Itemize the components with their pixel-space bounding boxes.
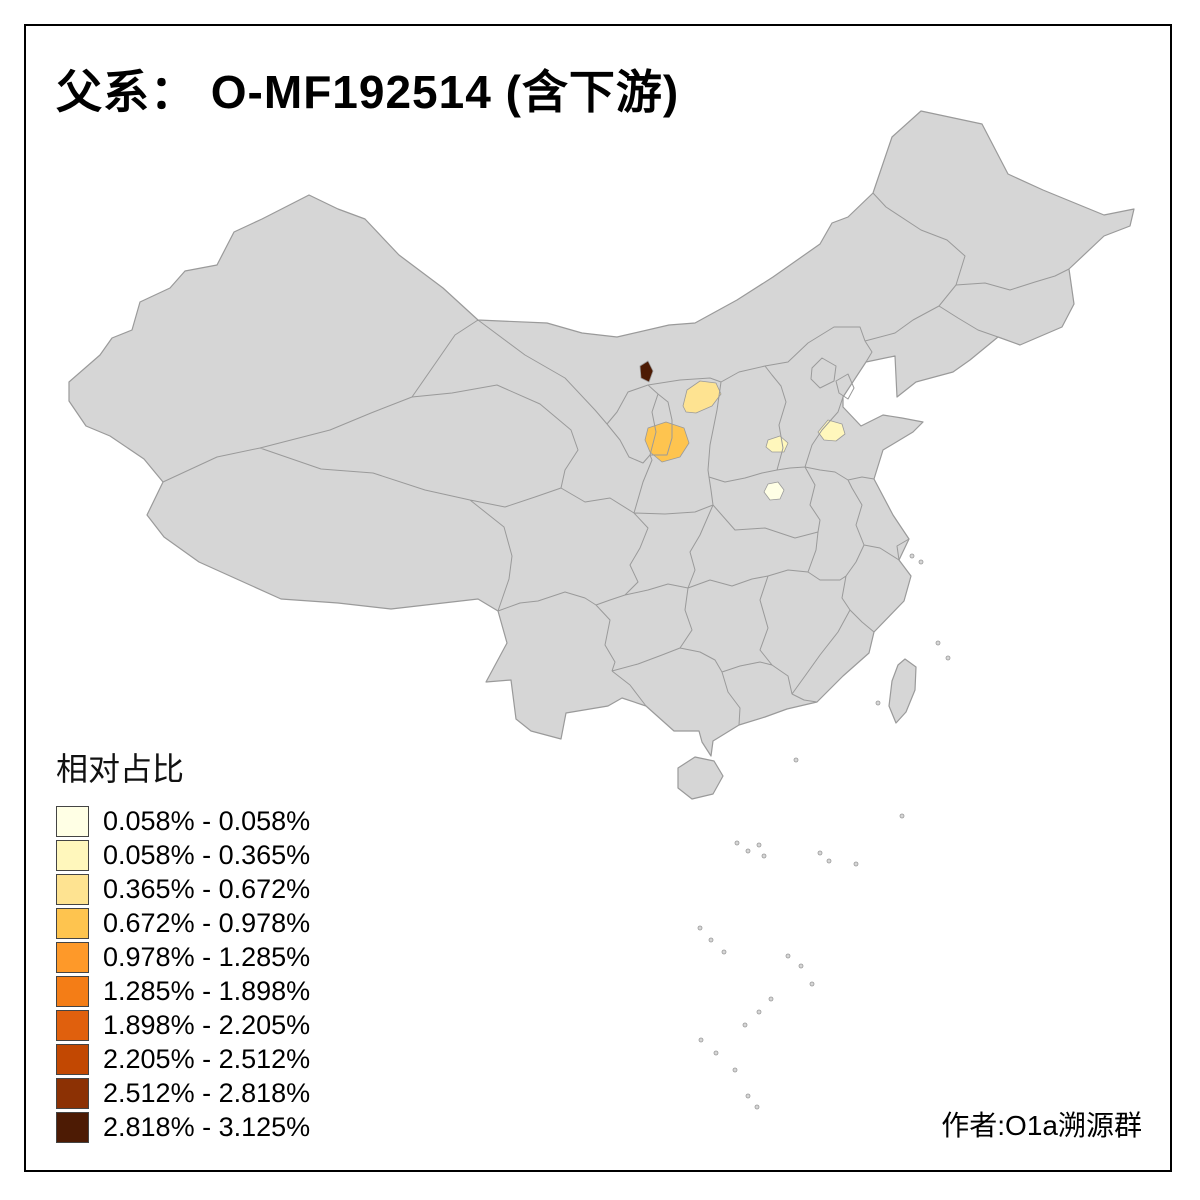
legend-range-label: 1.898% - 2.205% (103, 1010, 311, 1040)
offshore-islands (697, 553, 951, 1110)
legend-item: 2.818% - 3.125% (56, 1112, 310, 1143)
legend-range-label: 0.058% - 0.058% (103, 806, 311, 836)
province-borders (162, 192, 1070, 726)
legend-item: 0.672% - 0.978% (56, 908, 310, 939)
legend-range-label: 0.978% - 1.285% (103, 942, 311, 972)
legend-range-label: 1.285% - 1.898% (103, 976, 311, 1006)
legend-title: 相对占比 (56, 751, 185, 787)
map-title: 父系： O-MF192514 (含下游) (56, 66, 680, 118)
highlighted-region-6 (763, 481, 785, 501)
legend-color-swatch (56, 840, 89, 871)
legend-color-swatch (56, 908, 89, 939)
legend-color-swatch (56, 942, 89, 973)
legend-color-swatch (56, 1078, 89, 1109)
legend-item: 1.285% - 1.898% (56, 976, 310, 1007)
legend-range-label: 2.512% - 2.818% (103, 1078, 311, 1108)
legend-color-swatch (56, 1010, 89, 1041)
legend-item: 0.058% - 0.365% (56, 840, 310, 871)
legend-color-swatch (56, 976, 89, 1007)
highlighted-regions (639, 360, 846, 501)
legend-color-swatch (56, 1112, 89, 1143)
legend-item: 0.365% - 0.672% (56, 874, 310, 905)
author-credit: 作者:O1a溯源群 (941, 1110, 1142, 1141)
legend-items: 0.058% - 0.058% 0.058% - 0.365% 0.365% - 0… (56, 806, 310, 1143)
legend-range-label: 2.818% - 3.125% (103, 1112, 311, 1142)
legend-item: 0.058% - 0.058% (56, 806, 310, 837)
highlighted-region-5 (817, 419, 846, 442)
taiwan-island (888, 658, 917, 724)
legend-color-swatch (56, 1044, 89, 1075)
legend-range-label: 0.672% - 0.978% (103, 908, 311, 938)
legend-item: 2.205% - 2.512% (56, 1044, 310, 1075)
mainland-china-landmass (68, 110, 1135, 757)
legend-item: 2.512% - 2.818% (56, 1078, 310, 1109)
plot-border-frame (24, 24, 1172, 1172)
legend-range-label: 0.058% - 0.365% (103, 840, 311, 870)
legend-color-swatch (56, 874, 89, 905)
legend-item: 1.898% - 2.205% (56, 1010, 310, 1041)
legend-item: 0.978% - 1.285% (56, 942, 310, 973)
highlighted-region-2 (682, 380, 722, 414)
highlighted-region-1 (639, 360, 654, 383)
legend-color-swatch (56, 806, 89, 837)
hainan-island (677, 756, 724, 800)
legend: 相对占比 0.058% - 0.058% 0.058% - 0.365% 0.365… (56, 744, 310, 1146)
legend-range-label: 2.205% - 2.512% (103, 1044, 311, 1074)
legend-range-label: 0.365% - 0.672% (103, 874, 311, 904)
